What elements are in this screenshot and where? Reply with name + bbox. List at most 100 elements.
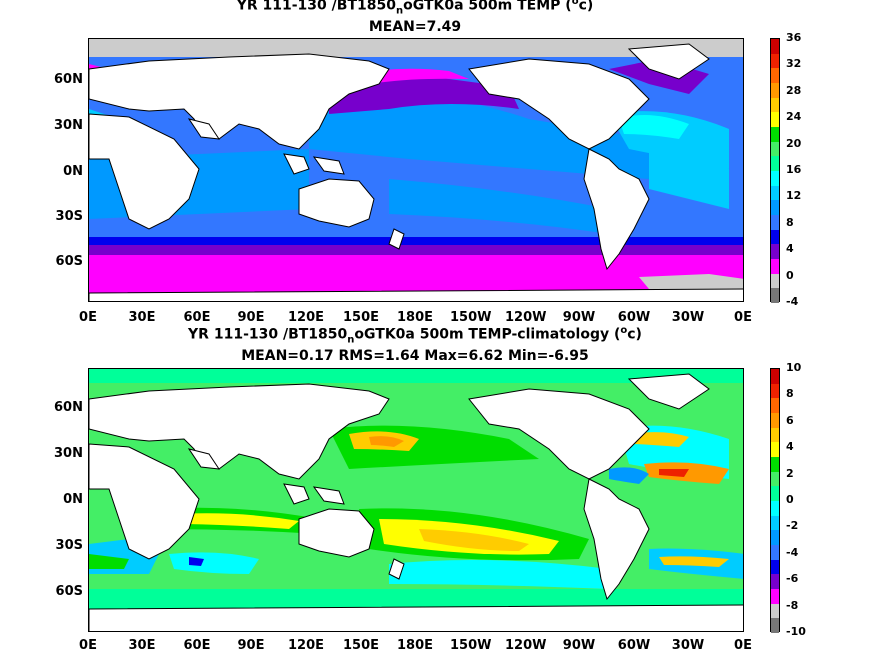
colorbar-segment — [771, 603, 779, 619]
colorbar-segment — [771, 97, 779, 113]
lat-label-0n: 0N — [63, 492, 83, 507]
colorbar-segment — [771, 427, 779, 443]
colorbar-segment — [771, 456, 779, 472]
lon-label: 120E — [287, 310, 325, 325]
panel1-temperature-field — [89, 39, 743, 301]
colorbar-tick-label: 20 — [786, 136, 802, 150]
colorbar-segment — [771, 442, 779, 457]
lon-label: 150W — [450, 638, 492, 653]
panel1-map — [88, 38, 744, 302]
lon-label: 0E — [734, 638, 752, 653]
lat-label-60n: 60N — [54, 72, 83, 87]
colorbar-segment — [771, 544, 779, 560]
lon-label: 30E — [128, 310, 156, 325]
colorbar-tick-label: 16 — [786, 163, 802, 176]
lon-label: 30E — [128, 638, 156, 653]
colorbar-segment — [771, 273, 779, 289]
colorbar-segment — [771, 53, 779, 69]
lat-label-30n: 30N — [54, 118, 83, 133]
lat-label-30n: 30N — [54, 446, 83, 461]
colorbar-segment — [771, 369, 779, 384]
colorbar-tick-label: -2 — [786, 519, 799, 533]
colorbar-segment — [771, 471, 779, 487]
colorbar-segment — [771, 288, 779, 303]
colorbar-segment — [771, 574, 779, 589]
colorbar-segment — [771, 530, 779, 545]
colorbar-segment — [771, 588, 779, 604]
lon-label: 0E — [79, 310, 97, 325]
lat-label-60s: 60S — [55, 254, 83, 269]
colorbar-tick-label: 2 — [786, 466, 794, 480]
colorbar-segment — [771, 244, 779, 259]
lon-label: 150W — [450, 310, 492, 325]
colorbar-tick-label: 36 — [786, 31, 802, 44]
lon-label: 90W — [562, 638, 596, 653]
colorbar-tick-label: 8 — [786, 387, 794, 401]
panel1-stats: MEAN=7.49 — [368, 19, 462, 35]
lon-label: 90E — [237, 310, 265, 325]
colorbar-segment — [771, 156, 779, 171]
colorbar-tick-label: 4 — [786, 440, 794, 454]
colorbar-tick-label: 4 — [786, 242, 794, 256]
colorbar-segment — [771, 486, 779, 501]
colorbar-segment — [771, 559, 779, 575]
colorbar-segment — [771, 412, 779, 428]
colorbar-segment — [771, 229, 779, 245]
colorbar-segment — [771, 185, 779, 201]
colorbar-tick-label: 12 — [786, 189, 802, 203]
lat-label-30s: 30S — [55, 209, 83, 224]
colorbar-tick-label: -6 — [786, 572, 799, 586]
lon-label: 30W — [671, 310, 705, 325]
lon-label: 120E — [287, 638, 325, 653]
lon-label: 120W — [505, 310, 547, 325]
lon-label: 60W — [617, 310, 651, 325]
lon-label: 90E — [237, 638, 265, 653]
lat-label-30s: 30S — [55, 538, 83, 553]
panel2-map — [88, 368, 744, 632]
lon-label: 90W — [562, 310, 596, 325]
colorbar-segment — [771, 200, 779, 215]
colorbar-tick-label: -4 — [786, 295, 799, 308]
lat-label-60n: 60N — [54, 400, 83, 415]
lon-label: 150E — [342, 638, 380, 653]
lon-label: 120W — [505, 638, 547, 653]
lon-label: 180E — [396, 310, 434, 325]
panel1-title: YR 111-130 /BT1850noGTK0a 500m TEMP (oc) — [236, 0, 594, 17]
colorbar-tick-label: 10 — [786, 361, 802, 374]
colorbar-tick-label: -8 — [786, 598, 799, 612]
panel2-colorbar — [770, 368, 780, 633]
colorbar-segment — [771, 141, 779, 157]
colorbar-tick-label: 6 — [786, 413, 794, 427]
colorbar-segment — [771, 398, 779, 413]
panel1-colorbar — [770, 38, 780, 303]
colorbar-tick-label: 0 — [786, 493, 794, 506]
colorbar-segment — [771, 214, 779, 230]
panel2-stats: MEAN=0.17 RMS=1.64 Max=6.62 Min=-6.95 — [241, 348, 589, 364]
colorbar-tick-label: 8 — [786, 215, 794, 229]
colorbar-segment — [771, 112, 779, 127]
lat-label-60s: 60S — [55, 584, 83, 599]
colorbar-segment — [771, 258, 779, 274]
lon-label: 0E — [734, 310, 752, 325]
colorbar-segment — [771, 68, 779, 83]
colorbar-segment — [771, 170, 779, 186]
colorbar-segment — [771, 618, 779, 633]
lon-label: 150E — [342, 310, 380, 325]
colorbar-tick-label: 32 — [786, 57, 802, 71]
lon-label: 60E — [183, 638, 211, 653]
colorbar-segment — [771, 39, 779, 54]
lon-label: 0E — [79, 638, 97, 653]
lon-label: 60E — [183, 310, 211, 325]
colorbar-segment — [771, 82, 779, 98]
colorbar-tick-label: 0 — [786, 268, 794, 282]
lon-label: 30W — [671, 638, 705, 653]
lon-label: 60W — [617, 638, 651, 653]
colorbar-segment — [771, 383, 779, 399]
colorbar-segment — [771, 500, 779, 516]
colorbar-tick-label: 28 — [786, 83, 802, 97]
lon-label: 180E — [396, 638, 434, 653]
panel2-anomaly-field — [89, 369, 743, 631]
colorbar-tick-label: -10 — [786, 625, 806, 638]
panel2-title: YR 111-130 /BT1850noGTK0a 500m TEMP-clim… — [188, 325, 642, 346]
colorbar-segment — [771, 515, 779, 531]
